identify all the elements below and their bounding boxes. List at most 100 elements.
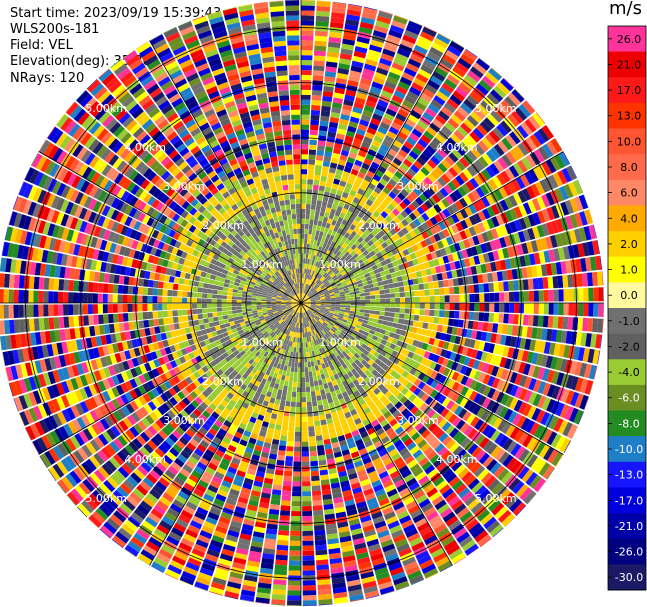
range-gate (382, 479, 394, 489)
range-gate (417, 522, 430, 532)
range-gate (257, 466, 266, 473)
range-gate (126, 495, 139, 508)
range-gate (478, 283, 485, 293)
range-gate (281, 321, 286, 327)
range-gate (207, 511, 220, 521)
range-gate (217, 403, 226, 412)
range-gate (292, 341, 295, 348)
range-gate (341, 242, 348, 249)
range-gate (393, 501, 405, 511)
range-gate (283, 328, 288, 334)
range-gate (361, 12, 377, 20)
range-gate (369, 313, 375, 318)
range-gate (314, 425, 322, 432)
range-gate (398, 335, 405, 342)
range-gate (517, 231, 526, 243)
range-gate (307, 174, 314, 180)
range-gate (422, 276, 429, 283)
range-gate (292, 352, 296, 358)
range-gate (371, 264, 378, 271)
range-gate (427, 103, 440, 114)
range-gate (368, 206, 376, 214)
range-gate (450, 133, 462, 145)
range-gate (312, 85, 323, 91)
range-gate (301, 307, 303, 313)
range-gate (304, 306, 309, 310)
range-gate (396, 213, 405, 222)
range-gate (328, 245, 333, 252)
range-gate (323, 290, 329, 294)
range-gate (301, 243, 304, 249)
range-gate (417, 390, 426, 399)
range-gate (387, 321, 394, 327)
range-gate (327, 228, 333, 235)
range-gate (454, 260, 461, 270)
range-gate (524, 338, 532, 351)
range-gate (444, 155, 455, 167)
range-gate (302, 312, 304, 318)
range-gate (333, 242, 339, 249)
range-gate (132, 488, 145, 500)
range-gate (318, 282, 323, 287)
range-gate (275, 554, 288, 561)
range-gate (402, 99, 414, 110)
range-gate (425, 228, 434, 237)
range-gate (164, 511, 177, 522)
range-gate (446, 544, 461, 556)
range-gate (302, 263, 305, 269)
range-gate (335, 298, 341, 301)
range-gate (417, 381, 426, 390)
range-gate (513, 399, 523, 412)
range-gate (292, 491, 301, 497)
range-gate (323, 311, 329, 315)
range-gate (335, 296, 341, 300)
range-gate (391, 94, 404, 104)
range-gate (433, 392, 443, 402)
range-gate (248, 437, 257, 445)
range-gate (382, 345, 390, 353)
range-gate (335, 271, 341, 277)
range-gate (318, 593, 333, 600)
range-gate (294, 362, 298, 368)
range-gate (315, 344, 319, 351)
range-gate (488, 130, 501, 143)
range-gate (538, 146, 550, 161)
range-gate (409, 537, 423, 547)
range-gate (522, 403, 532, 417)
range-gate (491, 482, 504, 495)
range-gate (310, 209, 316, 215)
range-gate (327, 422, 335, 429)
range-gate (514, 107, 528, 121)
range-gate (337, 382, 344, 389)
range-gate (423, 483, 436, 494)
range-gate (291, 506, 301, 512)
range-gate (419, 296, 425, 303)
range-gate (301, 104, 311, 110)
range-gate (306, 352, 310, 358)
range-gate (503, 408, 514, 421)
range-gate (254, 475, 264, 483)
range-gate (294, 306, 298, 311)
range-gate (327, 172, 335, 179)
range-gate (240, 418, 249, 426)
range-gate (234, 474, 245, 483)
range-gate (501, 137, 513, 151)
range-gate (521, 188, 532, 201)
range-gate (161, 426, 172, 437)
range-gate (396, 585, 410, 591)
range-gate (439, 484, 451, 495)
range-gate (302, 580, 316, 586)
range-gate (324, 295, 331, 298)
range-gate (344, 432, 353, 440)
range-gate (352, 106, 363, 114)
range-gate (305, 301, 311, 303)
range-gate (245, 565, 260, 573)
range-gate (292, 331, 295, 337)
range-gate (212, 399, 220, 407)
range-gate (375, 327, 382, 333)
range-gate (494, 355, 503, 367)
range-gate (179, 422, 189, 432)
range-gate (545, 355, 554, 369)
range-gate (390, 161, 400, 171)
range-gate (350, 294, 356, 298)
